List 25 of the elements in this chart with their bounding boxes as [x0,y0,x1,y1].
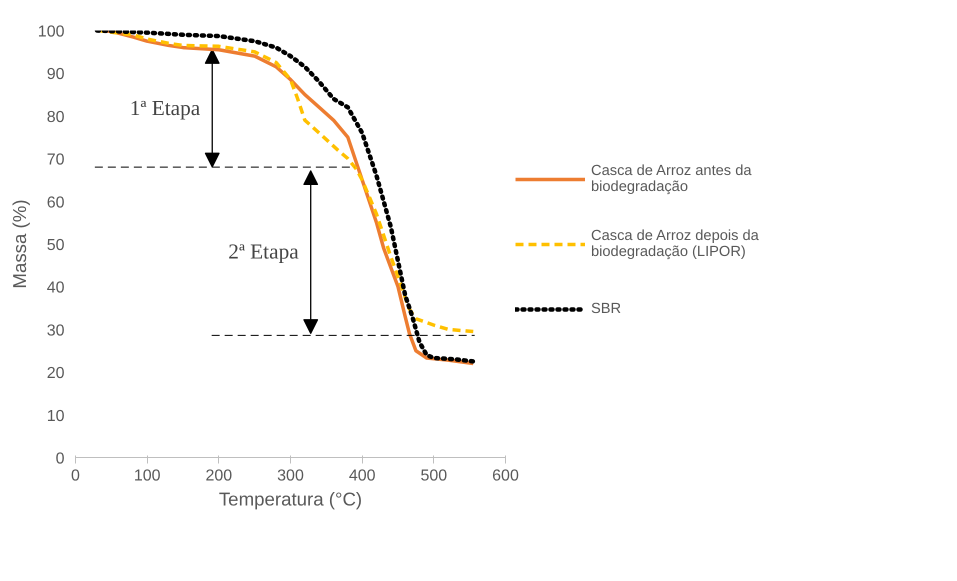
legend-label: Casca de Arroz depois da biodegradação (LIPOR) [591,226,759,262]
y-tick-label: 10 [46,408,65,425]
annotation: 1ª Etapa [130,96,201,120]
x-tick-label: 300 [277,468,304,484]
x-axis-title: Temperatura (°C) [218,488,362,510]
y-tick-label: 60 [46,194,65,212]
x-tick-label: 600 [492,468,519,484]
y-tick-label: 40 [46,280,65,297]
x-tick-label: 100 [134,468,161,484]
y-tick-label: 50 [46,237,65,254]
legend-label: SBR [591,300,622,318]
x-tick-label: 500 [420,468,448,484]
y-tick-label: 90 [46,66,65,84]
x-tick-label: 200 [205,468,232,484]
y-tick-label: 80 [46,108,65,126]
x-tick-label: 400 [348,468,376,484]
y-tick-label: 30 [46,322,65,340]
x-tick-label: 0 [71,468,80,484]
y-tick-label: 100 [38,24,65,40]
y-axis-title: Massa (%) [8,199,30,289]
y-tick-label: 20 [46,365,65,382]
y-tick-label: 70 [46,152,65,169]
legend-label: Casca de Arroz antes da biodegradação [591,162,752,196]
annotation: 2ª Etapa [228,239,300,264]
y-tick-label: 0 [56,450,65,468]
